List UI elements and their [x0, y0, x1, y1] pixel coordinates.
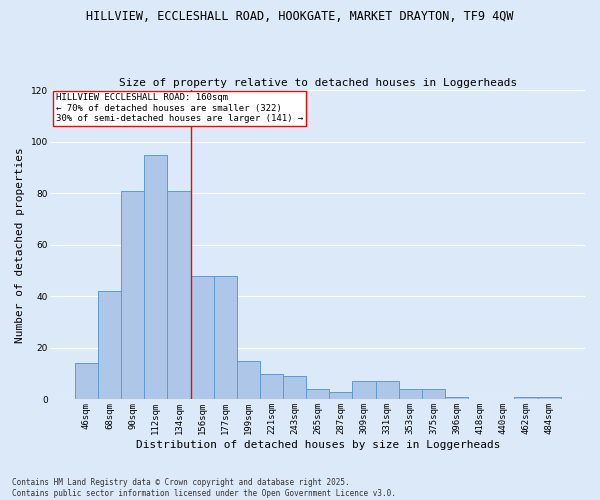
- Title: Size of property relative to detached houses in Loggerheads: Size of property relative to detached ho…: [119, 78, 517, 88]
- Bar: [352, 382, 376, 400]
- Bar: [121, 190, 144, 400]
- Bar: [283, 376, 306, 400]
- X-axis label: Distribution of detached houses by size in Loggerheads: Distribution of detached houses by size …: [136, 440, 500, 450]
- Bar: [514, 397, 538, 400]
- Bar: [306, 389, 329, 400]
- Bar: [329, 392, 352, 400]
- Text: Contains HM Land Registry data © Crown copyright and database right 2025.
Contai: Contains HM Land Registry data © Crown c…: [12, 478, 396, 498]
- Bar: [75, 364, 98, 400]
- Bar: [214, 276, 237, 400]
- Bar: [260, 374, 283, 400]
- Text: HILLVIEW, ECCLESHALL ROAD, HOOKGATE, MARKET DRAYTON, TF9 4QW: HILLVIEW, ECCLESHALL ROAD, HOOKGATE, MAR…: [86, 10, 514, 23]
- Text: HILLVIEW ECCLESHALL ROAD: 160sqm
← 70% of detached houses are smaller (322)
30% : HILLVIEW ECCLESHALL ROAD: 160sqm ← 70% o…: [56, 94, 303, 123]
- Bar: [399, 389, 422, 400]
- Bar: [144, 154, 167, 400]
- Bar: [98, 291, 121, 400]
- Bar: [167, 190, 191, 400]
- Bar: [538, 397, 561, 400]
- Bar: [237, 361, 260, 400]
- Bar: [422, 389, 445, 400]
- Y-axis label: Number of detached properties: Number of detached properties: [15, 147, 25, 342]
- Bar: [445, 397, 468, 400]
- Bar: [191, 276, 214, 400]
- Bar: [376, 382, 399, 400]
